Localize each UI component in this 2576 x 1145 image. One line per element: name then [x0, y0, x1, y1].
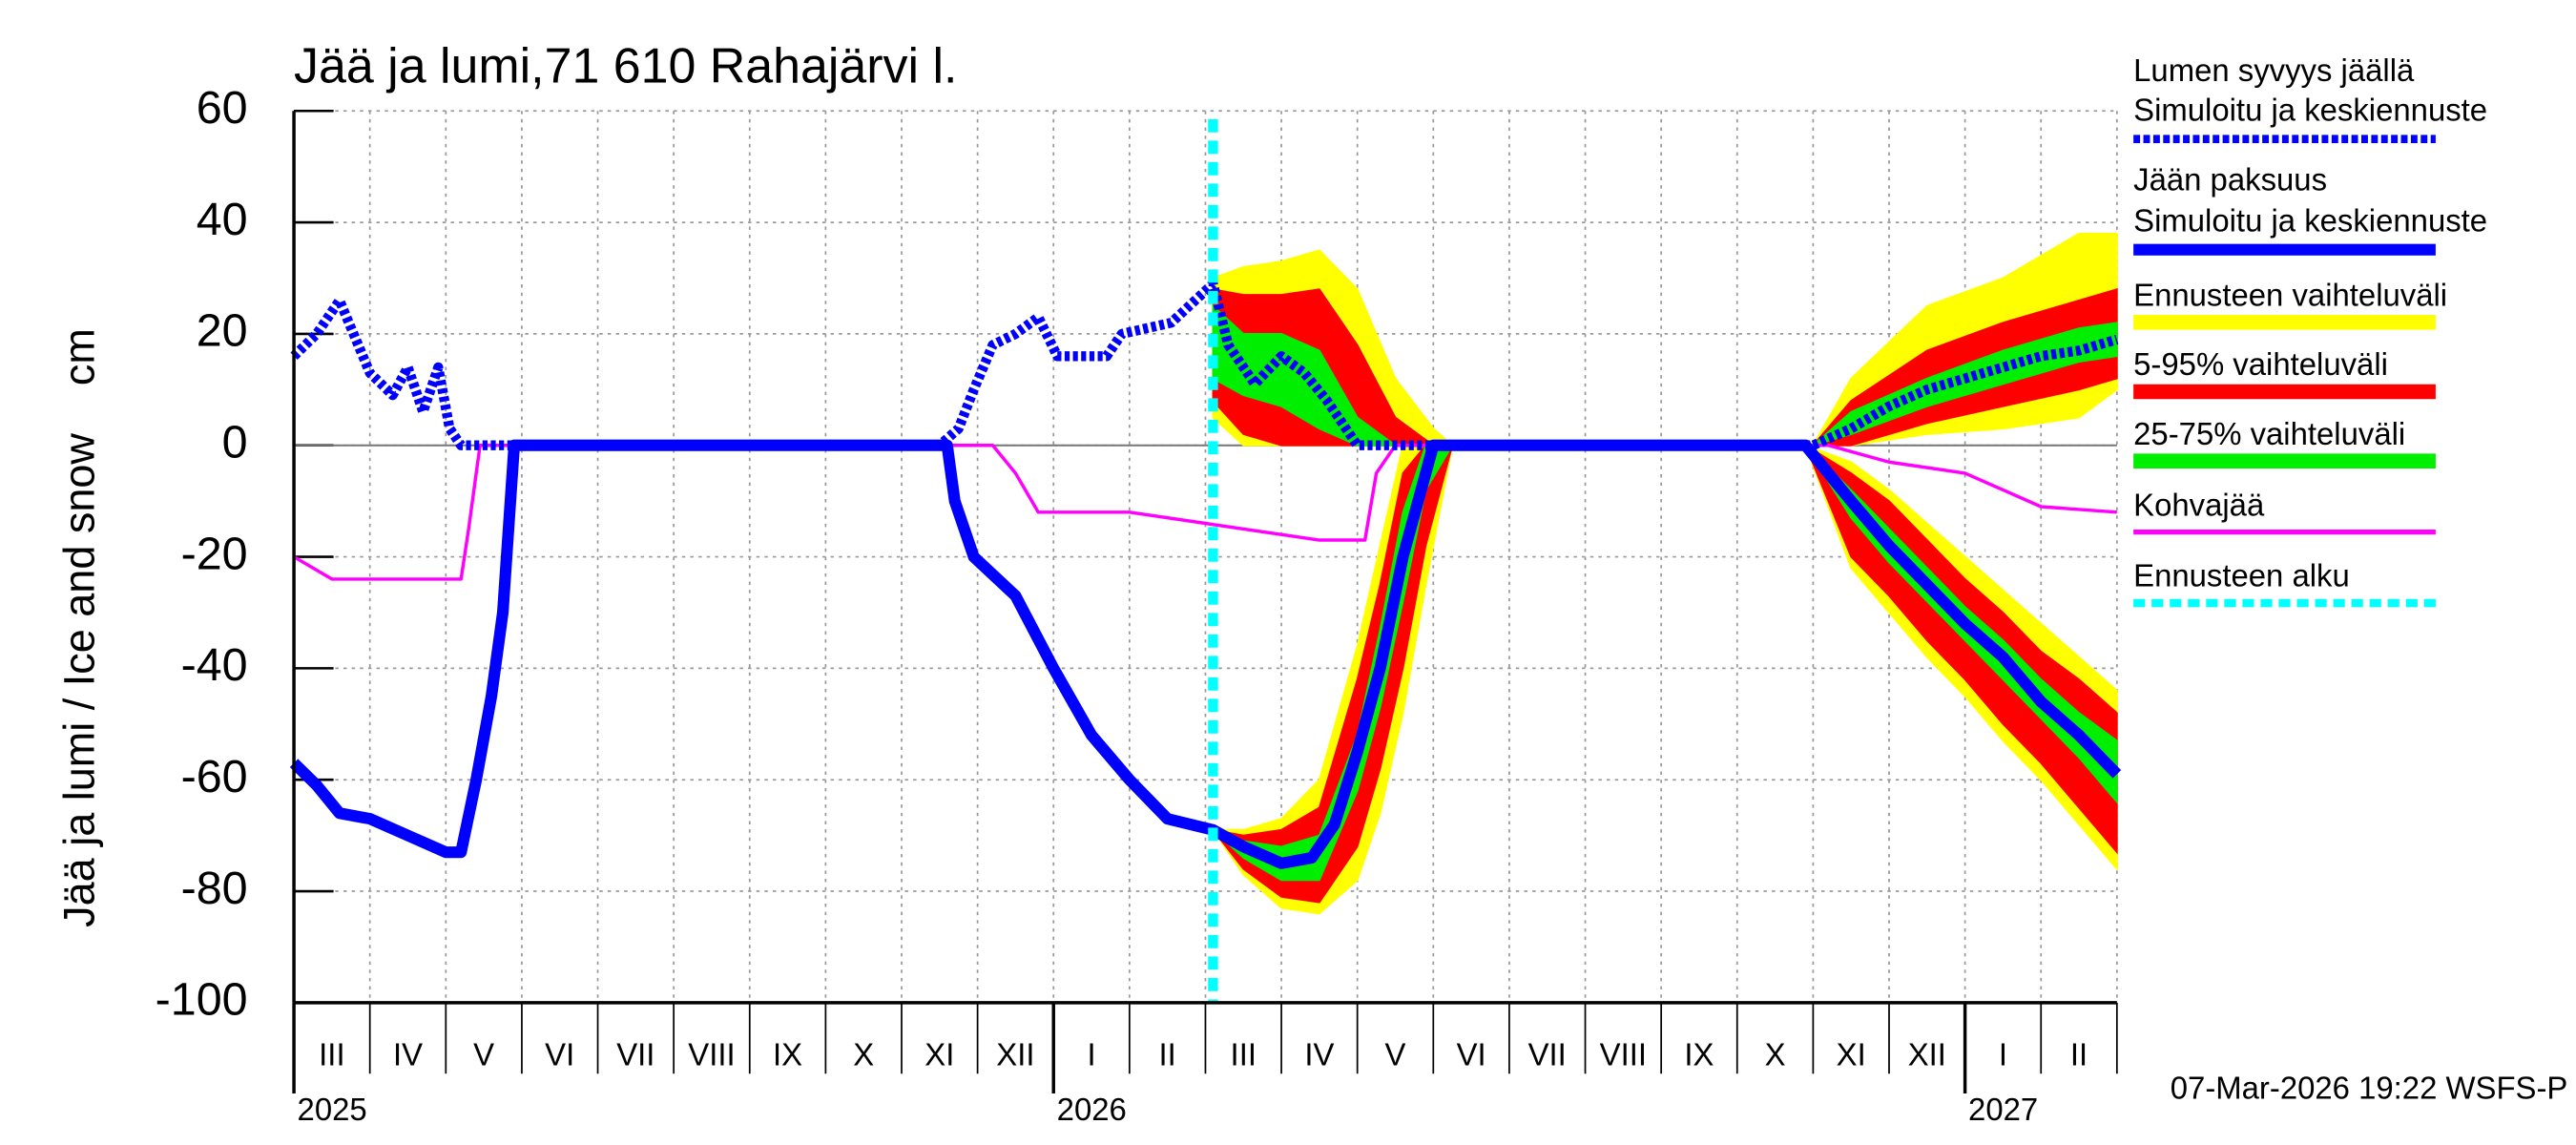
month-label: VI — [1457, 1037, 1486, 1072]
month-label: IV — [393, 1037, 423, 1072]
y-tick-label: -100 — [156, 974, 248, 1026]
legend-label: 5-95% vaihteluväli — [2133, 346, 2388, 382]
month-label: III — [1231, 1037, 1257, 1072]
month-label: V — [473, 1037, 494, 1072]
month-label: I — [1087, 1037, 1095, 1072]
y-tick-label: -20 — [181, 528, 248, 579]
month-label: VII — [616, 1037, 654, 1072]
year-label: 2027 — [1968, 1092, 2038, 1127]
month-label: II — [2070, 1037, 2088, 1072]
legend-label: Jään paksuus — [2133, 161, 2327, 197]
y-tick-label: 40 — [197, 194, 248, 245]
month-label: X — [1765, 1037, 1786, 1072]
month-label: V — [1385, 1037, 1406, 1072]
month-label: IX — [773, 1037, 802, 1072]
y-tick-label: 20 — [197, 305, 248, 357]
y-tick-label: 60 — [197, 82, 248, 134]
month-label: IV — [1304, 1037, 1334, 1072]
legend-label: Lumen syvyys jäällä — [2133, 52, 2415, 88]
month-label: XII — [996, 1037, 1034, 1072]
month-label: VIII — [688, 1037, 735, 1072]
month-label: XI — [1837, 1037, 1866, 1072]
month-label: II — [1159, 1037, 1176, 1072]
legend-label: Ennusteen alku — [2133, 558, 2350, 593]
legend-label: Kohvajää — [2133, 487, 2265, 522]
month-label: III — [319, 1037, 344, 1072]
year-label: 2025 — [298, 1092, 367, 1127]
month-label: XII — [1908, 1037, 1946, 1072]
month-label: XI — [924, 1037, 954, 1072]
chart-title: Jää ja lumi,71 610 Rahajärvi l. — [294, 39, 957, 94]
legend-label: Simuloitu ja keskiennuste — [2133, 203, 2487, 239]
series-line — [293, 444, 2117, 581]
forecast-band — [1812, 322, 2118, 447]
month-label: VI — [545, 1037, 574, 1072]
y-tick-label: -80 — [181, 863, 248, 914]
month-label: X — [853, 1037, 874, 1072]
y-tick-label: -40 — [181, 639, 248, 691]
y-axis-title: Jää ja lumi / Ice and snow cm — [54, 328, 103, 927]
y-tick-label: -60 — [181, 751, 248, 802]
legend-label: 25-75% vaihteluväli — [2133, 416, 2405, 451]
legend-label: Simuloitu ja keskiennuste — [2133, 93, 2487, 128]
year-label: 2026 — [1057, 1092, 1127, 1127]
month-label: VIII — [1600, 1037, 1647, 1072]
month-label: VII — [1528, 1037, 1567, 1072]
series-line — [290, 279, 2119, 450]
legend-label: Ennusteen vaihteluväli — [2133, 278, 2447, 313]
y-tick-label: 0 — [222, 417, 248, 468]
footer: 07-Mar-2026 19:22 WSFS-P — [2171, 1070, 2568, 1105]
month-label: IX — [1684, 1037, 1714, 1072]
month-label: I — [1999, 1037, 2007, 1072]
series-line — [289, 439, 2122, 869]
